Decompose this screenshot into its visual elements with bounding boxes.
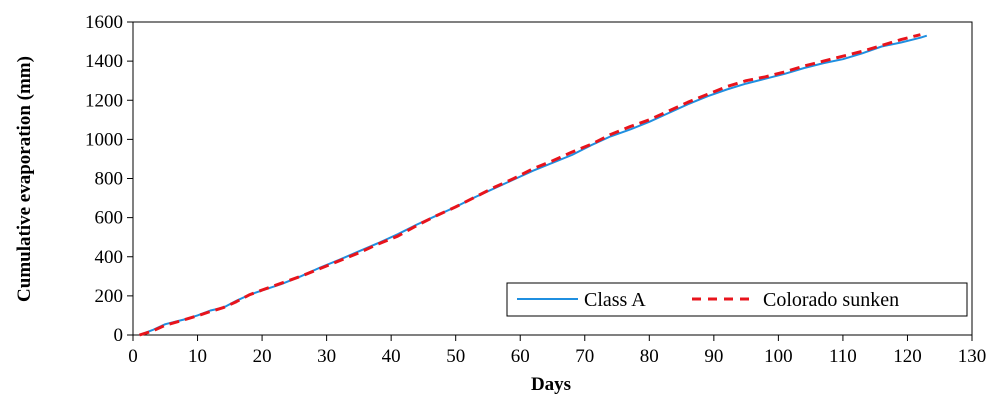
- x-tick-label: 50: [446, 346, 465, 367]
- y-axis: 0 200 400 600 800 1000 1200 1400 1600: [85, 12, 133, 346]
- x-tick-label: 10: [188, 346, 207, 367]
- x-tick-label: 70: [575, 346, 594, 367]
- x-tick-label: 20: [253, 346, 272, 367]
- y-tick-label: 1400: [85, 51, 123, 72]
- legend-label-colorado-sunken: Colorado sunken: [763, 289, 899, 311]
- y-tick-label: 200: [95, 286, 124, 307]
- x-tick-label: 90: [704, 346, 723, 367]
- y-tick-label: 400: [95, 247, 124, 268]
- y-tick-label: 1000: [85, 129, 123, 150]
- x-tick-label: 80: [640, 346, 659, 367]
- y-axis-title-group: Cumulative evaporation (mm): [14, 56, 35, 302]
- x-tick-label: 60: [511, 346, 530, 367]
- legend-box: [506, 282, 968, 317]
- series-line-colorado-sunken: [139, 33, 921, 337]
- y-axis-title: Cumulative evaporation (mm): [14, 56, 35, 302]
- x-tick-label: 30: [317, 346, 336, 367]
- series-layer: [139, 33, 928, 337]
- legend: Class A Colorado sunken: [506, 282, 968, 317]
- x-tick-label: 0: [128, 346, 138, 367]
- y-tick-label: 600: [95, 208, 124, 229]
- x-tick-label: 130: [958, 346, 987, 367]
- x-axis-title: Days: [531, 374, 571, 395]
- x-tick-label: 100: [764, 346, 793, 367]
- y-tick-label: 0: [114, 325, 124, 346]
- x-tick-label: 40: [382, 346, 401, 367]
- y-tick-label: 1600: [85, 12, 123, 33]
- legend-label-class-a: Class A: [584, 289, 646, 311]
- x-tick-label: 110: [829, 346, 857, 367]
- x-axis: 0 10 20 30 40 50 60 70 80 90 100 110 120 130: [128, 335, 986, 367]
- y-tick-label: 800: [95, 169, 124, 190]
- y-tick-label: 1200: [85, 90, 123, 111]
- x-tick-label: 120: [893, 346, 922, 367]
